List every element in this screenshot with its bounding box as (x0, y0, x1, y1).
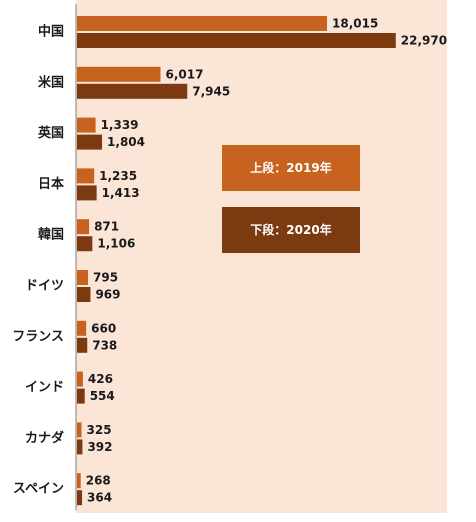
legend-box-2019 (222, 145, 360, 191)
category-label: 米国 (38, 74, 64, 90)
bar-2020 (77, 439, 83, 455)
bar-2019 (77, 371, 83, 387)
bar-2019 (77, 117, 96, 133)
bar-2020 (77, 490, 83, 506)
category-label: 韓国 (38, 227, 64, 243)
category-label: フランス (12, 329, 64, 344)
value-label: 18,015 (332, 17, 378, 31)
bars-group (77, 16, 396, 506)
value-label: 268 (86, 474, 111, 488)
value-label: 738 (92, 338, 117, 352)
bar-2019 (77, 168, 95, 184)
category-label: 英国 (37, 125, 64, 141)
bar-2019 (77, 66, 161, 82)
value-label: 325 (87, 423, 112, 437)
bar-2019 (77, 219, 90, 235)
category-label: 中国 (38, 24, 64, 40)
category-label: スペイン (13, 482, 64, 497)
bar-2020 (77, 185, 97, 201)
value-label: 660 (91, 321, 116, 335)
value-label: 22,970 (401, 34, 447, 48)
bar-2019 (77, 270, 89, 285)
legend-label-2020: 下段：2020年 (250, 222, 331, 237)
value-label: 392 (87, 440, 112, 454)
bar-2019 (77, 16, 328, 31)
value-label: 1,413 (102, 186, 140, 200)
bar-2020 (77, 287, 91, 302)
legend-label-2019: 上段：2019年 (250, 160, 331, 175)
bar-2020 (77, 236, 93, 252)
category-label: カナダ (25, 430, 64, 446)
category-label: インド (25, 380, 64, 395)
value-label: 364 (87, 491, 112, 505)
value-label: 6,017 (166, 67, 204, 81)
value-label: 1,339 (101, 118, 139, 132)
bar-2020 (77, 83, 188, 99)
bar-2019 (77, 422, 82, 438)
bar-2020 (77, 134, 103, 150)
bar-2020 (77, 337, 88, 353)
legend-box-2020 (222, 207, 360, 253)
value-label: 795 (93, 271, 118, 285)
category-label: ドイツ (25, 279, 64, 294)
value-label: 1,106 (97, 237, 135, 251)
value-label: 871 (94, 220, 119, 234)
value-label: 554 (90, 389, 115, 403)
bar-2020 (77, 33, 396, 48)
bar-2020 (77, 388, 85, 404)
bar-2019 (77, 473, 81, 489)
value-label: 7,945 (192, 84, 230, 98)
bar-2019 (77, 320, 87, 336)
value-label: 1,235 (99, 169, 137, 183)
value-labels-group: 18,015 22,970 6,017 7,945 1,339 1,804 1,235 1,4… (86, 17, 447, 505)
category-label: 日本 (38, 176, 64, 192)
value-label: 969 (95, 288, 120, 302)
value-label: 426 (88, 372, 113, 386)
value-label: 1,804 (107, 135, 145, 149)
